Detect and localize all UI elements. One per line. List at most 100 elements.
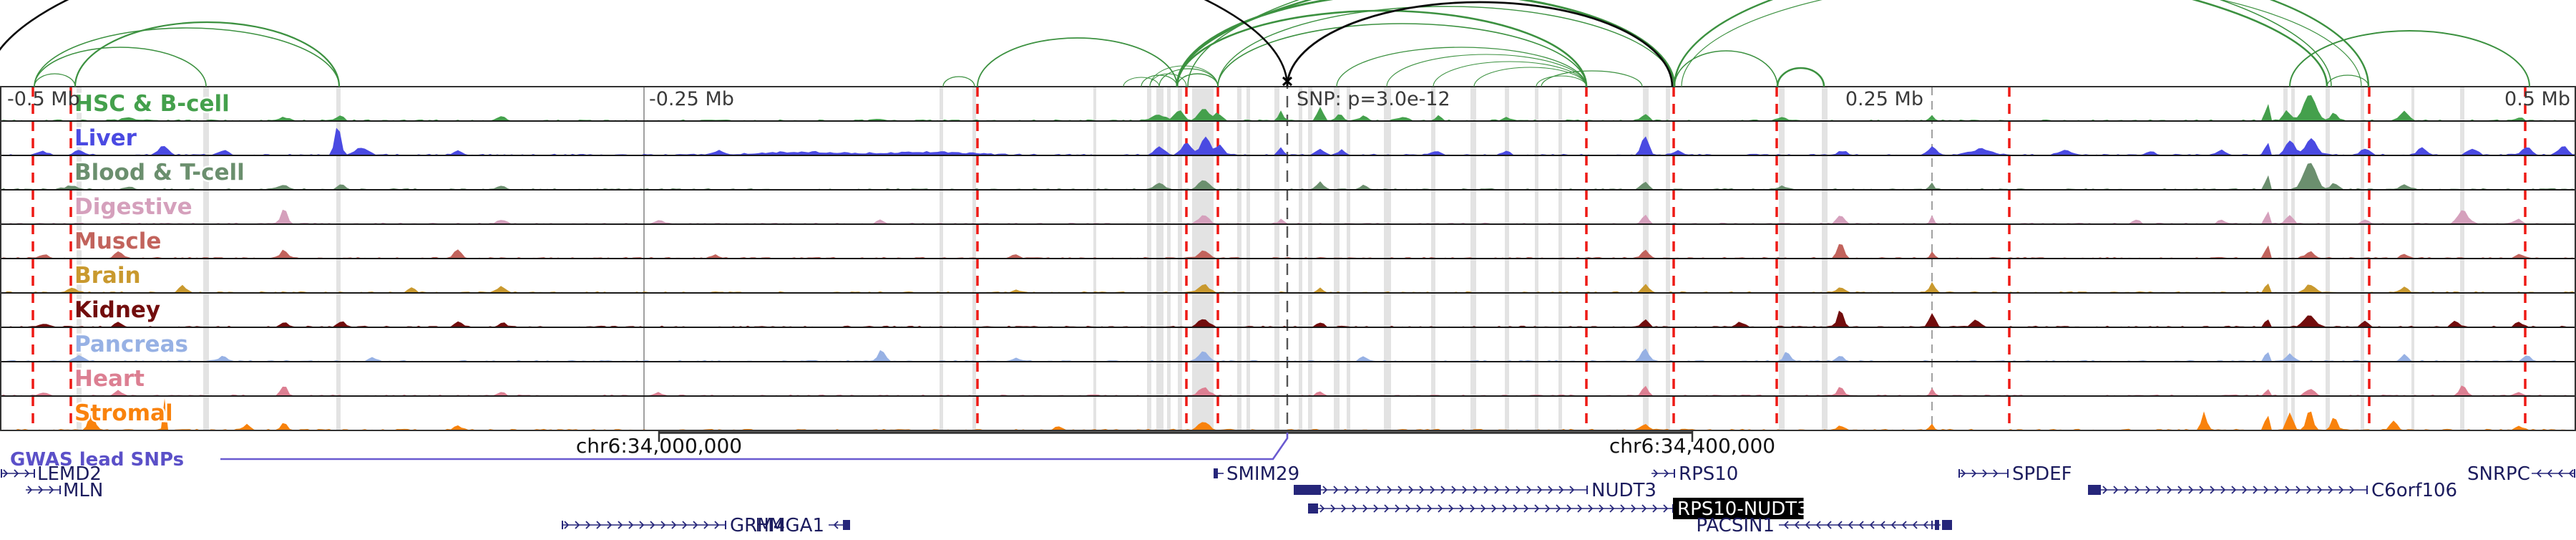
interaction-arc-green[interactable] [1158, 68, 1219, 87]
interaction-arc-green[interactable] [1681, 0, 2362, 87]
signal-liver[interactable] [0, 127, 2576, 156]
strand-arrow-icon [1376, 486, 1382, 494]
interaction-arc-green[interactable] [1217, 6, 1675, 87]
strand-arrow-icon [1387, 486, 1392, 494]
interaction-arc-green[interactable] [1176, 73, 1219, 87]
track-row-stromal[interactable]: Stromal [0, 398, 2576, 430]
strand-arrow-icon [607, 521, 613, 529]
signal-muscle[interactable] [0, 244, 2576, 259]
interaction-arc-black[interactable] [1286, 1, 1674, 87]
strand-arrow-icon [38, 486, 44, 494]
signal-brain[interactable] [0, 281, 2576, 293]
interaction-arc-green[interactable] [1336, 47, 1587, 87]
strand-arrow-icon [1641, 504, 1647, 513]
interaction-arc-green[interactable] [34, 47, 207, 87]
signal-heart[interactable] [0, 385, 2576, 396]
interaction-arc-green[interactable] [1673, 0, 2370, 87]
strand-arrow-icon [1794, 521, 1800, 529]
signal-kidney[interactable] [0, 310, 2576, 327]
gene-nudt3[interactable]: NUDT3 [1294, 480, 1657, 501]
track-row-brain[interactable]: Brain [0, 261, 2576, 293]
strand-arrow-icon [1805, 521, 1810, 529]
gene-smim29[interactable]: SMIM29 [1214, 463, 1299, 485]
track-row-hsc-b-cell[interactable]: HSC & B-cell [0, 90, 2576, 121]
strand-arrow-icon [1620, 504, 1626, 513]
strand-arrow-icon [2557, 469, 2563, 478]
track-label: Kidney [74, 297, 160, 323]
interaction-arc-green[interactable] [1217, 23, 1587, 87]
strand-arrow-icon [693, 521, 698, 529]
signal-digestive[interactable] [0, 209, 2576, 224]
strand-arrow-icon [575, 521, 580, 529]
track-row-blood-t-cell[interactable]: Blood & T-cell [0, 158, 2576, 190]
interaction-arc-green[interactable] [942, 76, 975, 87]
track-label: Pancreas [74, 332, 188, 357]
interaction-arc-green[interactable] [1536, 75, 1587, 87]
strand-arrow-icon [1419, 486, 1425, 494]
strand-arrow-icon [2156, 486, 2162, 494]
signal-blood-t-cell[interactable] [0, 163, 2576, 190]
strand-arrow-icon [1480, 504, 1486, 513]
track-row-liver[interactable]: Liver [0, 124, 2576, 156]
gene-hmga1[interactable]: HMGA1 [756, 515, 850, 536]
interaction-arc-green[interactable] [1674, 50, 1778, 87]
interaction-arc-green[interactable] [977, 37, 1178, 87]
gwas-connector-line[interactable] [220, 433, 1289, 461]
strand-arrow-icon [639, 521, 645, 529]
gene-mln[interactable]: MLN [26, 480, 103, 501]
interaction-arc-green[interactable] [1176, 9, 1588, 87]
strand-arrow-icon [1505, 486, 1511, 494]
strand-arrow-icon [682, 521, 688, 529]
interaction-arc-green[interactable] [1187, 0, 2332, 87]
interaction-arc-green[interactable] [1776, 67, 1825, 87]
strand-arrow-icon [618, 521, 623, 529]
signal-hsc-b-cell[interactable] [0, 95, 2576, 121]
strand-arrow-icon [3, 469, 9, 478]
strand-arrow-icon [1609, 504, 1615, 513]
track-row-pancreas[interactable]: Pancreas [0, 330, 2576, 362]
gene-lemd2[interactable]: LEMD2 [1, 463, 102, 485]
strand-arrow-icon [650, 521, 655, 529]
strand-arrow-icon [660, 521, 666, 529]
gene-spdef[interactable]: SPDEF [1958, 463, 2072, 485]
gene-snrpc[interactable]: SNRPC [2467, 463, 2575, 485]
interaction-arc-green[interactable] [34, 73, 76, 87]
strand-arrow-icon [2188, 486, 2194, 494]
strand-arrow-icon [1548, 486, 1553, 494]
strand-arrow-icon [1923, 521, 1928, 529]
track-row-heart[interactable]: Heart [0, 365, 2576, 396]
interaction-arc-green[interactable] [1433, 61, 1587, 87]
strand-arrow-icon [1993, 469, 1999, 478]
strand-arrow-icon [1513, 504, 1518, 513]
gene-rps10-nudt3[interactable]: RPS10-NUDT3 [1308, 498, 1809, 520]
gene-label: MLN [63, 480, 103, 501]
strand-arrow-icon [1362, 504, 1368, 513]
strand-arrow-icon [2102, 486, 2108, 494]
interaction-arc-green[interactable] [1123, 77, 1160, 87]
strand-arrow-icon [1556, 504, 1561, 513]
interaction-arc-green[interactable] [1473, 67, 1587, 87]
gene-grm4[interactable]: GRM4 [562, 515, 785, 536]
gene-c6orf106[interactable]: C6orf106 [2088, 480, 2457, 501]
track-row-digestive[interactable]: Digestive [0, 193, 2576, 224]
track-row-kidney[interactable]: Kidney [0, 296, 2576, 327]
gene-label-highlight [1673, 498, 1804, 519]
interaction-arc-green[interactable] [74, 21, 341, 87]
strand-arrow-icon [1961, 469, 1966, 478]
interaction-arc-green[interactable] [34, 27, 340, 87]
interaction-arc-green[interactable] [1541, 70, 1643, 87]
strand-arrow-icon [1664, 469, 1669, 478]
coordinate-label: chr6:34,400,000 [1609, 434, 1775, 458]
strand-arrow-icon [2231, 486, 2237, 494]
gene-pacsin1[interactable]: PACSIN1 [1696, 515, 1952, 536]
strand-arrow-icon [1330, 504, 1336, 513]
interaction-arc-green[interactable] [2289, 30, 2530, 87]
gene-label: C6orf106 [2371, 480, 2457, 501]
interaction-arc-green[interactable] [2326, 74, 2369, 87]
track-row-muscle[interactable]: Muscle [0, 227, 2576, 259]
strand-arrow-icon [1352, 504, 1357, 513]
interaction-arc-black[interactable] [0, 0, 1289, 87]
gene-rps10[interactable]: RPS10 [1652, 463, 1738, 485]
strand-arrow-icon [564, 521, 570, 529]
